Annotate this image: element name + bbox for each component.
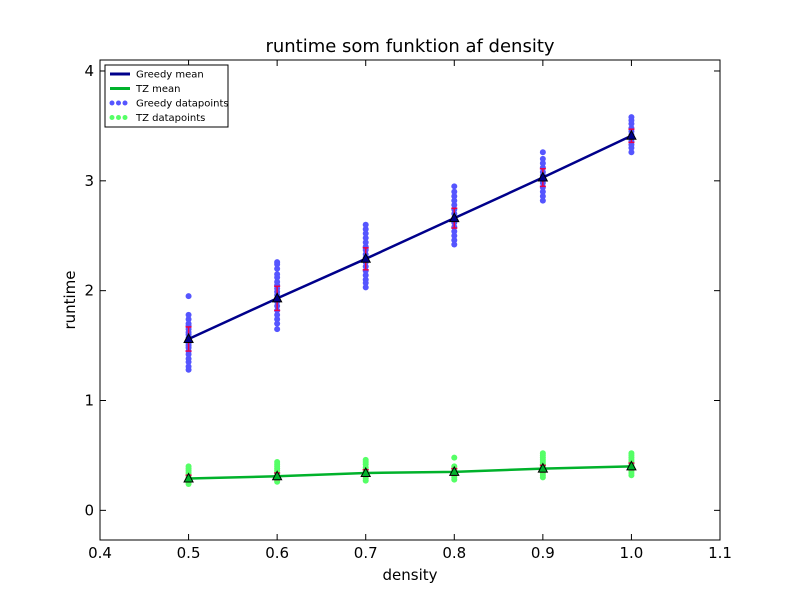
- x-tick-label: 0.8: [442, 544, 466, 562]
- x-tick-label: 0.5: [177, 544, 201, 562]
- x-tick-label: 0.9: [531, 544, 555, 562]
- legend-dot: [122, 115, 128, 120]
- greedy-datapoints-point: [362, 230, 369, 237]
- legend-label-greedy-mean: Greedy mean: [136, 70, 204, 81]
- greedy-datapoints-point: [451, 228, 458, 235]
- legend: Greedy mean TZ mean Greedy datapoints TZ…: [104, 64, 229, 128]
- greedy-datapoints-point: [451, 201, 458, 208]
- greedy-datapoints-point: [539, 188, 546, 195]
- tz-mean-marker: [183, 472, 194, 483]
- legend-label-tz-mean: TZ mean: [135, 84, 181, 95]
- greedy-datapoints-point: [274, 320, 281, 327]
- greedy-datapoints-point: [185, 320, 192, 327]
- greedy-datapoints-point: [451, 197, 458, 204]
- tz-datapoints-point: [274, 459, 281, 466]
- plot-area: [100, 60, 720, 540]
- x-axis-label: density: [383, 566, 438, 584]
- greedy-datapoints-point: [274, 316, 281, 323]
- greedy-datapoints-point: [362, 234, 369, 241]
- legend-label-greedy-datapoints: Greedy datapoints: [136, 99, 229, 110]
- tz-datapoints-point: [539, 450, 546, 457]
- greedy-mean-marker: [271, 292, 283, 303]
- ticks-layer: 0.4 0.5 0.6 0.7 0.8 0.9 1.0 1.1 0 1 2 3 4: [84, 60, 732, 562]
- greedy-datapoints-point: [362, 284, 369, 291]
- y-tick-label: 2: [84, 282, 94, 300]
- tz-datapoints-point: [185, 463, 192, 470]
- greedy-mean-marker: [537, 171, 549, 182]
- tz-mean-marker: [537, 462, 549, 473]
- greedy-mean-marker: [626, 129, 637, 140]
- legend-dot: [116, 115, 121, 120]
- y-tick-label: 3: [84, 172, 94, 190]
- greedy-datapoints-point: [185, 316, 192, 323]
- legend-dot: [116, 100, 121, 106]
- data-layer: [183, 114, 637, 487]
- greedy-datapoints-point: [451, 237, 458, 244]
- greedy-datapoints-point: [185, 355, 192, 362]
- greedy-datapoints-point: [539, 193, 546, 200]
- y-tick-label: 1: [84, 392, 94, 410]
- greedy-datapoints-point: [628, 114, 635, 121]
- greedy-datapoints-point: [451, 183, 458, 190]
- greedy-mean-marker: [448, 212, 460, 223]
- legend-label-tz-datapoints: TZ datapoints: [135, 113, 205, 124]
- greedy-mean-line: [188, 134, 632, 341]
- tz-datapoints-point: [362, 456, 369, 463]
- greedy-mean-marker: [360, 252, 372, 263]
- y-axis-label: runtime: [61, 270, 79, 329]
- x-tick-label: 1.0: [619, 544, 643, 562]
- greedy-datapoints-point: [451, 241, 458, 248]
- greedy-datapoints-point: [539, 155, 546, 162]
- legend-swatch-tz-datapoints: [109, 115, 128, 120]
- legend-dot: [109, 100, 115, 106]
- greedy-datapoints-point: [451, 232, 458, 239]
- y-tick-label: 4: [84, 62, 94, 80]
- greedy-datapoints-point: [539, 197, 546, 204]
- greedy-datapoints-point: [274, 265, 281, 272]
- x-tick-label: 0.4: [88, 544, 112, 562]
- tz-mean-marker: [448, 465, 460, 476]
- greedy-datapoints-point: [274, 326, 281, 333]
- tz-datapoints-point: [628, 450, 635, 457]
- greedy-datapoints-point: [185, 311, 192, 318]
- x-tick-label: 1.1: [708, 544, 732, 562]
- greedy-datapoints-point: [451, 188, 458, 195]
- greedy-datapoints-point: [362, 276, 369, 283]
- greedy-datapoints-point: [451, 193, 458, 200]
- legend-swatch-greedy-datapoints: [109, 100, 128, 106]
- tz-mean-line: [188, 465, 632, 480]
- greedy-datapoints-point: [185, 363, 192, 370]
- chart-title: runtime som funktion af density: [265, 36, 554, 57]
- tz-mean-marker: [626, 460, 637, 471]
- greedy-datapoints-point: [185, 293, 192, 300]
- legend-dot: [122, 100, 128, 106]
- plot-frame: [99, 59, 721, 541]
- tz-mean-marker: [271, 470, 283, 481]
- legend-dot: [109, 115, 115, 120]
- greedy-datapoints-point: [362, 239, 369, 246]
- greedy-datapoints-point: [362, 221, 369, 228]
- tz-mean-marker: [360, 466, 372, 477]
- x-tick-label: 0.7: [354, 544, 378, 562]
- tz-datapoints-point: [451, 454, 458, 461]
- greedy-datapoints-point: [274, 271, 281, 278]
- x-tick-label: 0.6: [265, 544, 289, 562]
- greedy-mean-marker: [183, 332, 194, 343]
- y-tick-label: 0: [84, 501, 94, 519]
- greedy-datapoints-point: [362, 272, 369, 279]
- greedy-datapoints-point: [362, 226, 369, 233]
- greedy-datapoints-point: [628, 149, 635, 156]
- greedy-datapoints-point: [274, 259, 281, 266]
- greedy-datapoints-point: [539, 160, 546, 167]
- greedy-datapoints-point: [274, 278, 281, 285]
- greedy-datapoints-point: [539, 149, 546, 156]
- greedy-datapoints-point: [274, 311, 281, 318]
